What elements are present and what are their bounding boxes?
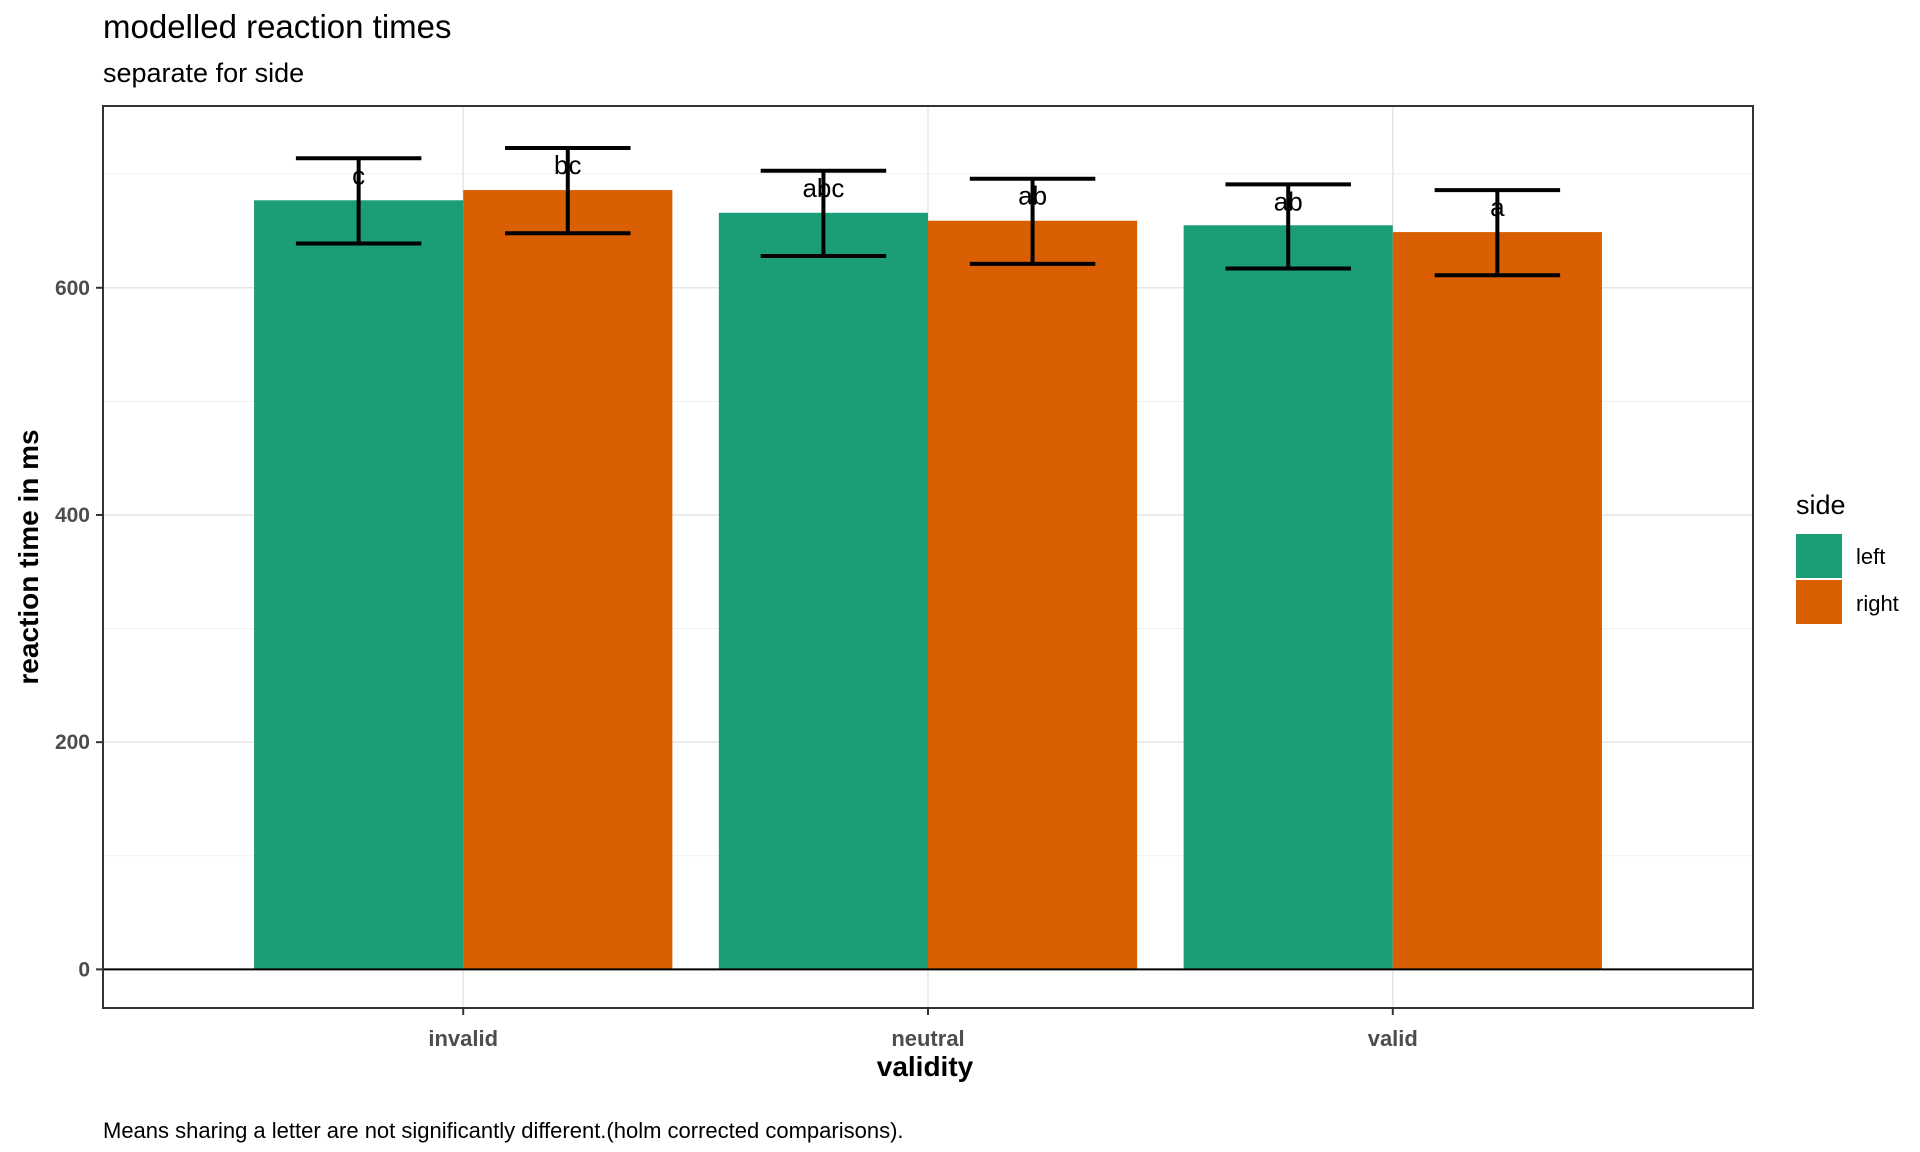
x-tick-label: neutral — [891, 1026, 964, 1051]
y-axis: 0 200 400 600 — [55, 277, 103, 981]
legend-label-right: right — [1856, 591, 1899, 616]
error-bars — [295, 146, 1561, 278]
letter-label: ab — [1274, 186, 1303, 216]
legend-label-left: left — [1856, 544, 1885, 569]
bar-right-invalid — [463, 190, 673, 970]
bar-right-valid — [1392, 232, 1602, 970]
legend-key-left — [1796, 534, 1842, 578]
chart-caption: Means sharing a letter are not significa… — [103, 1118, 904, 1143]
y-tick-label: 0 — [78, 958, 90, 981]
letter-labels: c abc ab bc ab a — [352, 150, 1505, 222]
x-axis: invalid neutral valid — [428, 1008, 1418, 1051]
letter-label: bc — [554, 150, 581, 180]
bar-left-neutral — [718, 212, 928, 970]
letter-label: ab — [1018, 181, 1047, 211]
chart-title: modelled reaction times — [103, 8, 452, 45]
x-tick-label: valid — [1368, 1026, 1418, 1051]
y-tick-label: 200 — [55, 731, 90, 754]
legend-title: side — [1796, 490, 1846, 520]
legend-key-right — [1796, 580, 1842, 624]
chart-subtitle: separate for side — [103, 58, 305, 88]
legend: side left right — [1796, 490, 1899, 624]
y-tick-label: 600 — [55, 277, 90, 300]
bars — [254, 190, 1602, 970]
bar-right-neutral — [928, 220, 1138, 970]
x-tick-label: invalid — [428, 1026, 498, 1051]
letter-label: a — [1490, 192, 1505, 222]
letter-label: abc — [802, 173, 844, 203]
bar-left-valid — [1183, 225, 1393, 970]
x-axis-label: validity — [877, 1051, 974, 1082]
y-axis-label: reaction time in ms — [13, 429, 44, 684]
bar-left-invalid — [254, 200, 464, 970]
y-tick-label: 400 — [55, 504, 90, 527]
letter-label: c — [352, 160, 365, 190]
